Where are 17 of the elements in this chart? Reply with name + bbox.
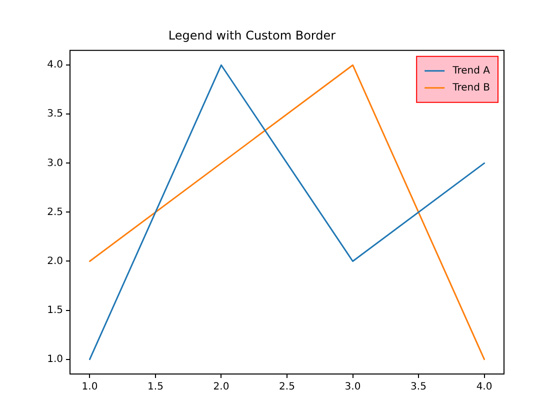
x-tick-label: 1.0 [82,382,98,393]
x-tick-label: 2.5 [279,382,295,393]
x-tick-label: 2.0 [213,382,230,393]
x-tick-label: 3.5 [410,382,426,393]
y-tick-label: 4.0 [47,60,63,71]
y-tick-label: 2.5 [47,206,63,218]
y-tick-label: 1.0 [47,354,63,365]
chart-title: Legend with Custom Border [168,28,336,42]
y-tick-label: 1.5 [47,304,63,316]
y-tick-label: 3.5 [47,108,63,120]
x-tick-label: 3.0 [344,382,361,393]
y-tick-label: 3.0 [47,158,63,169]
y-tick-label: 2.0 [47,256,63,267]
x-tick-label: 4.0 [476,382,492,393]
x-tick-label: 1.5 [148,382,164,393]
legend-label: Trend B [452,82,490,94]
legend-label: Trend A [452,65,490,76]
